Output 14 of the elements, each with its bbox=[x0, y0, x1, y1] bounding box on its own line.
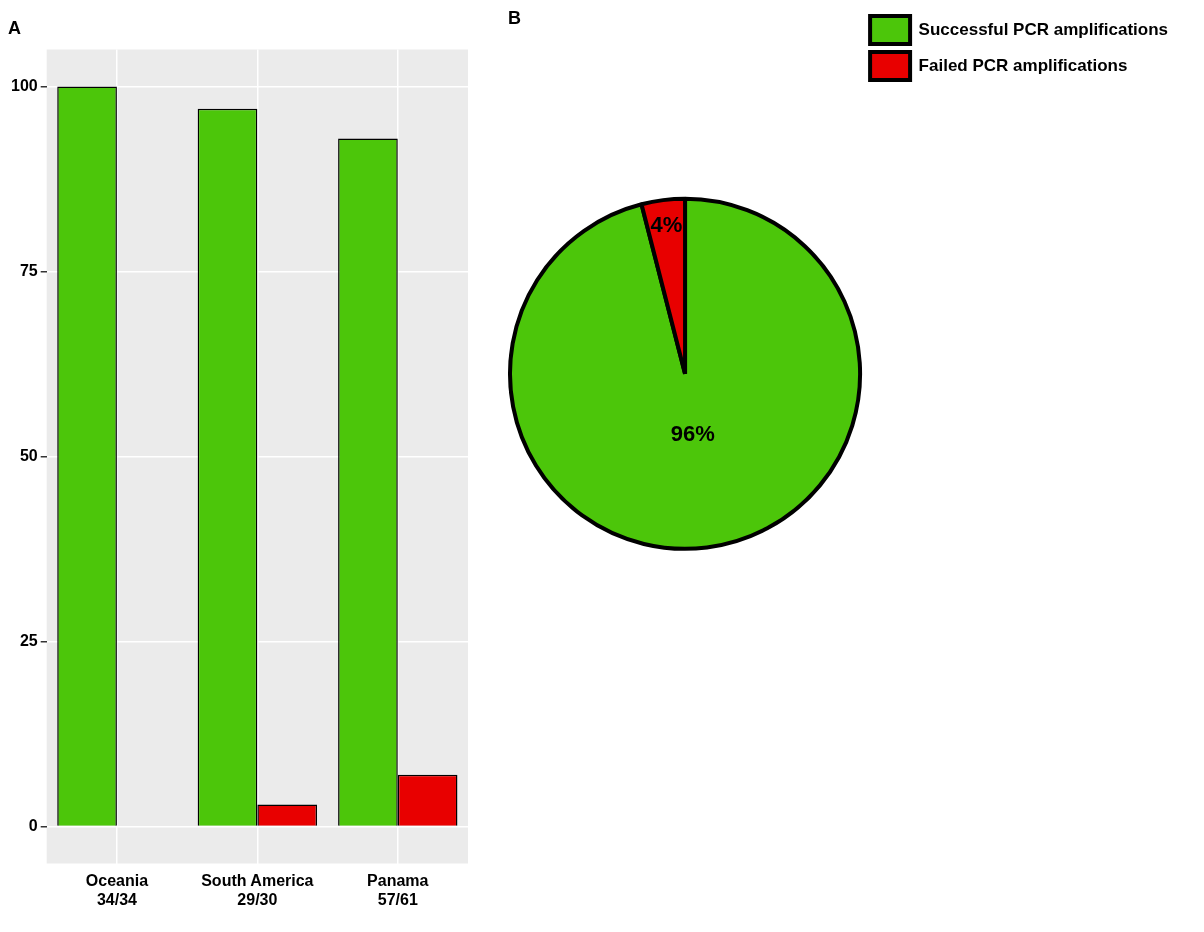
chart-title: A bbox=[8, 17, 21, 38]
x-tick-label: Oceania 34/34 bbox=[85, 871, 149, 908]
data-label: 4% bbox=[650, 212, 683, 238]
x-tick-label: South America 29/30 bbox=[201, 871, 314, 908]
legend-label: Successful PCR amplifications bbox=[918, 19, 1168, 39]
y-tick-label: 0 bbox=[28, 817, 38, 835]
y-tick-label: 50 bbox=[19, 447, 38, 465]
y-tick-label: 75 bbox=[19, 262, 38, 280]
x-tick-label: Panama 57/61 bbox=[367, 871, 429, 908]
data-label: 96% bbox=[670, 420, 715, 446]
legend-label: Failed PCR amplifications bbox=[918, 55, 1128, 75]
chart-title: B bbox=[508, 7, 521, 28]
y-tick-label: 25 bbox=[19, 632, 38, 650]
y-tick-label: 100 bbox=[10, 77, 38, 95]
